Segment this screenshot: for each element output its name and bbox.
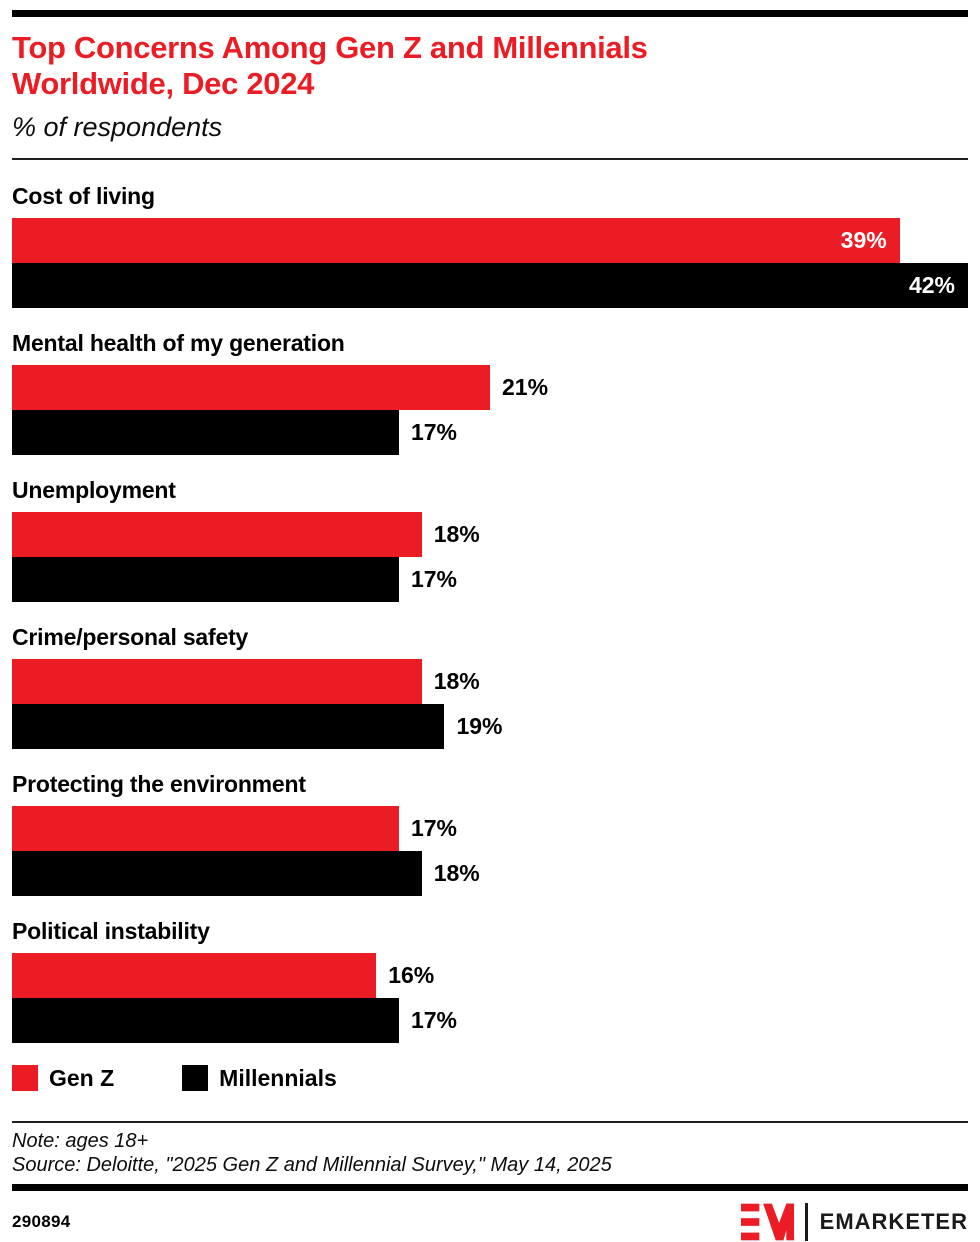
chart-area: Cost of living 39% 42% Mental health of … — [12, 183, 968, 1043]
bar-genz: 39% — [12, 217, 900, 263]
note-block: Note: ages 18+ Source: Deloitte, "2025 G… — [12, 1129, 968, 1177]
bar-row: 18% — [12, 511, 968, 557]
bar-value-label: 16% — [388, 961, 435, 988]
emarketer-logo: EMARKETER — [740, 1202, 968, 1242]
chart-id: 290894 — [12, 1211, 71, 1231]
bar-genz — [12, 364, 490, 410]
genz-swatch-icon — [12, 1065, 38, 1092]
legend-item-millennials: Millennials — [182, 1065, 337, 1092]
bar-millennials — [12, 556, 399, 602]
bar-row: 39% — [12, 217, 968, 263]
chart-page: Top Concerns Among Gen Z and Millennials… — [0, 10, 980, 1242]
bar-row: 17% — [12, 556, 968, 602]
bar-row: 17% — [12, 409, 968, 455]
notes-divider — [12, 1120, 968, 1123]
category-label: Crime/personal safety — [12, 623, 249, 650]
bar-row: 16% — [12, 952, 968, 998]
bar-group: Unemployment 18% 17% — [12, 477, 968, 602]
bar-group: Mental health of my generation 21% 17% — [12, 330, 968, 455]
bar-value-label: 17% — [410, 418, 457, 445]
footer: 290894 EMARKETER — [12, 1191, 968, 1242]
bar-genz — [12, 658, 422, 704]
header-divider — [12, 157, 968, 160]
bar-row: 18% — [12, 850, 968, 896]
category-label: Protecting the environment — [12, 770, 306, 797]
legend: Gen Z Millennials — [12, 1065, 968, 1092]
bar-row: 17% — [12, 805, 968, 851]
bar-millennials — [12, 850, 422, 896]
bar-value-label: 19% — [456, 712, 503, 739]
bar-value-label: 17% — [410, 814, 457, 841]
bar-row: 42% — [12, 262, 968, 308]
bar-group: Protecting the environment 17% 18% — [12, 771, 968, 896]
category-label: Unemployment — [12, 476, 176, 503]
bar-row: 21% — [12, 364, 968, 410]
em-monogram-icon — [740, 1203, 794, 1240]
bottom-rule — [12, 1183, 968, 1191]
brand-name: EMARKETER — [819, 1208, 968, 1234]
top-rule — [12, 10, 968, 17]
category-label: Political instability — [12, 917, 210, 944]
bar-value-label: 18% — [433, 520, 480, 547]
bar-value-label: 39% — [840, 226, 887, 253]
legend-item-genz: Gen Z — [12, 1065, 114, 1092]
bar-value-label: 18% — [433, 859, 480, 886]
bar-row: 19% — [12, 703, 968, 749]
bar-millennials — [12, 409, 399, 455]
category-label: Mental health of my generation — [12, 329, 345, 356]
bar-genz — [12, 511, 422, 557]
bar-millennials — [12, 997, 399, 1043]
bar-group: Political instability 16% 17% — [12, 918, 968, 1043]
bar-value-label: 42% — [908, 271, 955, 298]
bar-group: Cost of living 39% 42% — [12, 183, 968, 308]
logo-divider — [804, 1202, 808, 1241]
legend-label-millennials: Millennials — [219, 1064, 337, 1091]
bar-genz — [12, 952, 377, 998]
source-text: Source: Deloitte, "2025 Gen Z and Millen… — [12, 1153, 612, 1176]
millennials-swatch-icon — [182, 1065, 209, 1092]
chart-subtitle: % of respondents — [12, 111, 223, 142]
bar-group: Crime/personal safety 18% 19% — [12, 624, 968, 749]
bar-millennials: 42% — [12, 262, 968, 308]
bar-value-label: 18% — [433, 667, 480, 694]
bar-millennials — [12, 703, 445, 749]
bar-value-label: 17% — [410, 565, 457, 592]
bar-value-label: 21% — [502, 373, 549, 400]
category-label: Cost of living — [12, 182, 155, 209]
note-text: Note: ages 18+ — [12, 1129, 149, 1152]
bar-genz — [12, 805, 399, 851]
bar-row: 18% — [12, 658, 968, 704]
bar-value-label: 17% — [410, 1006, 457, 1033]
legend-label-genz: Gen Z — [49, 1064, 115, 1091]
chart-title: Top Concerns Among Gen Z and Millennials… — [12, 30, 648, 102]
bar-row: 17% — [12, 997, 968, 1043]
